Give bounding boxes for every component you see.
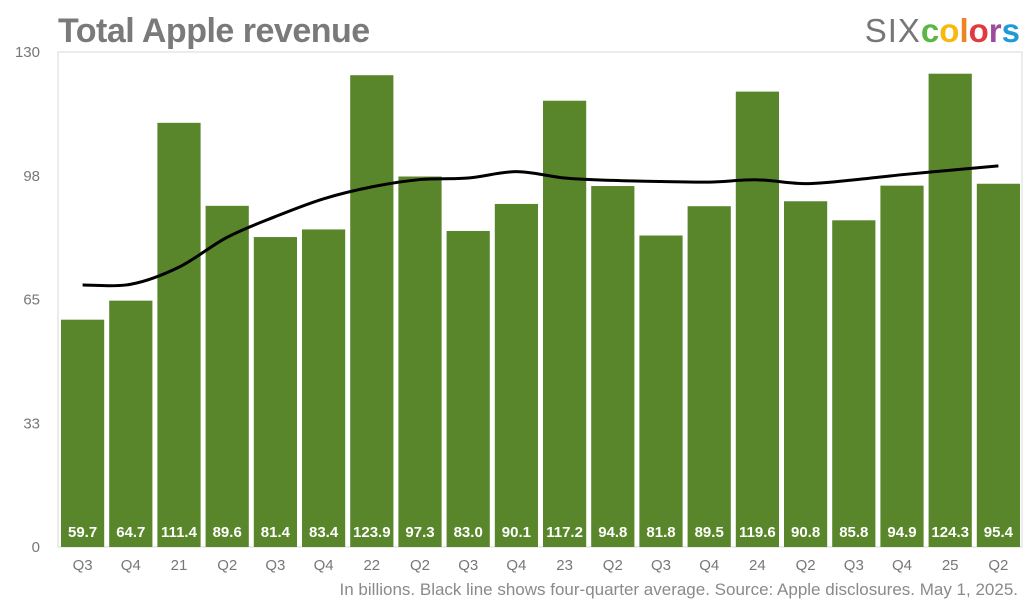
x-tick-label: Q2 — [603, 557, 623, 574]
bar-value-label: 90.8 — [791, 524, 820, 541]
bar — [687, 206, 731, 547]
x-tick-label: Q3 — [844, 557, 864, 574]
logo-letter: r — [988, 12, 1002, 49]
chart-title: Total Apple revenue — [58, 12, 370, 50]
x-tick-label: 25 — [942, 557, 959, 574]
y-tick-label: 0 — [32, 539, 40, 556]
bar — [109, 300, 153, 547]
bar-value-label: 94.9 — [887, 524, 916, 541]
bar-value-label: 81.4 — [261, 524, 291, 541]
bar — [880, 185, 924, 547]
bar — [735, 91, 779, 547]
bar-value-label: 123.9 — [353, 524, 391, 541]
bar-value-label: 59.7 — [68, 524, 97, 541]
footnote: In billions. Black line shows four-quart… — [339, 580, 1018, 599]
x-tick-label: Q3 — [651, 557, 671, 574]
x-tick-label: Q4 — [314, 557, 334, 574]
bar — [976, 183, 1020, 547]
y-tick-label: 33 — [23, 415, 40, 432]
x-tick-label: Q2 — [796, 557, 816, 574]
bar-value-label: 83.4 — [309, 524, 339, 541]
bar — [639, 235, 683, 547]
x-tick-label: Q4 — [699, 557, 719, 574]
x-tick-label: Q2 — [217, 557, 237, 574]
x-tick-label: Q3 — [265, 557, 285, 574]
bar-value-label: 83.0 — [454, 524, 483, 541]
bar — [543, 100, 587, 547]
logo-letter: l — [959, 12, 969, 49]
bar-value-label: 97.3 — [405, 524, 434, 541]
bar-value-label: 95.4 — [984, 524, 1014, 541]
x-tick-label: 22 — [363, 557, 380, 574]
bar-value-label: 90.1 — [502, 524, 531, 541]
logo-letter: o — [968, 12, 989, 49]
x-tick-label: Q3 — [458, 557, 478, 574]
bar-value-label: 81.8 — [646, 524, 675, 541]
bar — [784, 201, 828, 547]
x-tick-label: Q4 — [892, 557, 912, 574]
x-tick-label: Q2 — [988, 557, 1008, 574]
x-tick-label: 21 — [171, 557, 188, 574]
y-tick-label: 98 — [23, 168, 40, 185]
y-tick-label: 65 — [23, 292, 40, 309]
x-tick-label: 24 — [749, 557, 766, 574]
bar — [494, 203, 538, 547]
bar — [61, 319, 105, 547]
bar — [398, 176, 442, 547]
bar-value-label: 117.2 — [546, 524, 583, 541]
bar-value-label: 94.8 — [598, 524, 627, 541]
four-quarter-average-line — [82, 164, 999, 288]
bar — [253, 237, 297, 548]
bar — [157, 122, 201, 548]
bar — [350, 75, 394, 547]
bar — [205, 205, 249, 548]
x-tick-label: Q2 — [410, 557, 430, 574]
bar — [302, 229, 346, 547]
x-tick-label: Q4 — [506, 557, 526, 574]
bar-value-label: 124.3 — [931, 524, 969, 541]
x-tick-label: Q3 — [73, 557, 93, 574]
logo-letter: o — [939, 12, 960, 49]
x-tick-label: Q4 — [121, 557, 141, 574]
bar-value-label: 64.7 — [116, 524, 145, 541]
bar — [832, 220, 876, 548]
bar — [591, 186, 635, 547]
logo-six: SIX — [864, 12, 921, 49]
bar — [446, 230, 490, 547]
bar-value-label: 89.5 — [695, 524, 724, 541]
y-tick-label: 130 — [15, 44, 40, 61]
bar-value-label: 85.8 — [839, 524, 868, 541]
logo-letter: c — [920, 12, 940, 49]
bar — [928, 73, 972, 547]
bar-value-label: 111.4 — [161, 524, 198, 541]
logo-colors: colors — [921, 12, 1020, 49]
plot-frame — [57, 51, 1023, 548]
logo-letter: s — [1001, 12, 1020, 49]
x-tick-label: 23 — [556, 557, 573, 574]
sixcolors-logo: SIXcolors — [865, 14, 1020, 47]
bar-value-label: 119.6 — [739, 524, 776, 541]
bar-value-label: 89.6 — [213, 524, 242, 541]
